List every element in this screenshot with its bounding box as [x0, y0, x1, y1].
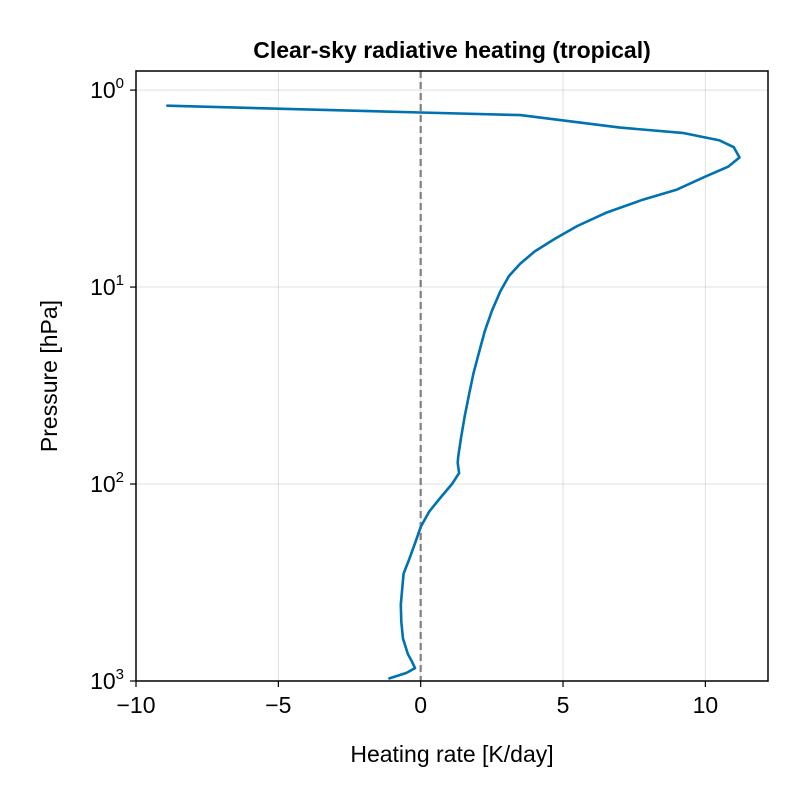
x-tick-label: −10	[116, 692, 155, 718]
x-axis-label: Heating rate [K/day]	[350, 741, 553, 767]
series-line	[166, 104, 741, 680]
plot-frame	[135, 70, 769, 682]
y-tick-label: 100	[90, 75, 124, 103]
x-tick-label: −5	[265, 692, 291, 718]
x-tick-label: 5	[557, 692, 570, 718]
chart-title: Clear-sky radiative heating (tropical)	[253, 37, 651, 63]
series-layer	[166, 104, 741, 680]
y-tick-label: 101	[90, 272, 124, 300]
grid	[135, 71, 768, 682]
ticks: −10 −5 0 5 10 100 101 102 103	[90, 75, 718, 718]
y-axis-label: Pressure [hPa]	[36, 300, 62, 452]
y-tick-label: 103	[90, 666, 124, 694]
x-tick-label: 0	[414, 692, 427, 718]
y-tick-label: 102	[90, 469, 124, 497]
x-tick-label: 10	[693, 692, 719, 718]
